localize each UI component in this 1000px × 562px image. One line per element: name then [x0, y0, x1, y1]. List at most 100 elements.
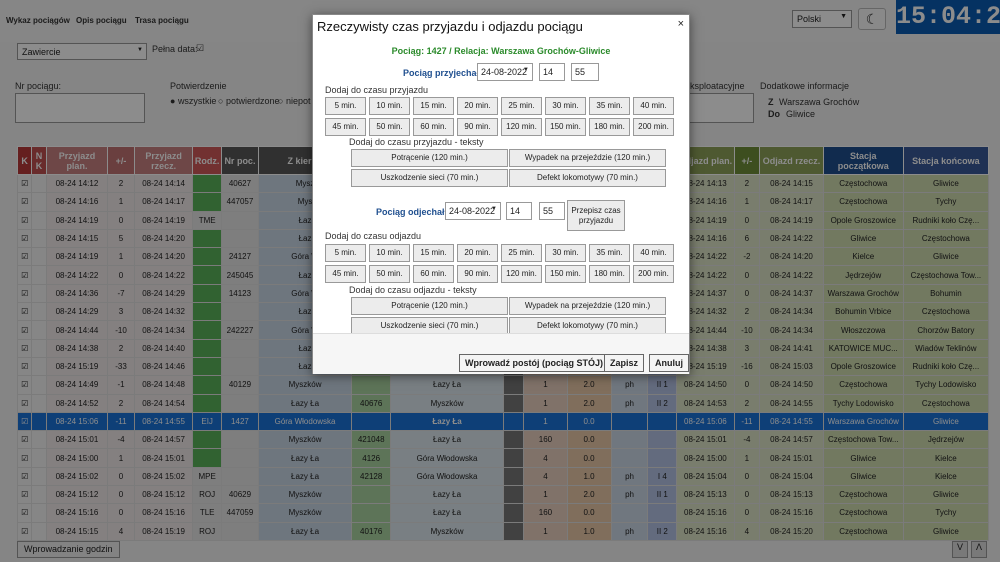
arrival-add-minutes-button[interactable]: 45 min.	[325, 118, 366, 136]
arrival-add-minutes-button[interactable]: 90 min.	[457, 118, 498, 136]
table-row[interactable]: ☑ 08-24 14:49 -1 08-24 14:48 40129 Myszków Łaz…	[16, 375, 990, 395]
arrival-add-minutes-button[interactable]: 120 min.	[501, 118, 542, 136]
confirm-unconfirmed-radio[interactable]: ○ niepot	[278, 96, 311, 106]
arrival-text-reason-button[interactable]: Defekt lokomotywy (70 min.)	[509, 169, 666, 187]
arrival-add-minutes-button[interactable]: 25 min.	[501, 97, 542, 115]
arrival-text-reason-button[interactable]: Wypadek na przejeździe (120 min.)	[509, 149, 666, 167]
departure-add-minutes-button[interactable]: 15 min.	[413, 244, 454, 262]
arrival-add-minutes-button[interactable]: 40 min.	[633, 97, 674, 115]
arrival-add-minutes-button[interactable]: 200 min.	[633, 118, 674, 136]
add-arrival-label: Dodaj do czasu przyjazdu	[325, 85, 429, 95]
full-date-label: Pełna data:	[152, 44, 198, 54]
departure-add-minutes-button[interactable]: 50 min.	[369, 265, 410, 283]
arrival-label: Pociąg przyjechał:	[403, 68, 483, 78]
departure-add-minutes-button[interactable]: 45 min.	[325, 265, 366, 283]
table-row[interactable]: ☑ 08-24 15:01 -4 08-24 14:57 Myszków 421048 Ła…	[16, 430, 990, 450]
column-header[interactable]: K	[16, 146, 33, 175]
arrival-add-minutes-button[interactable]: 35 min.	[589, 97, 630, 115]
enter-hours-button[interactable]: Wprowadzanie godzin	[17, 541, 120, 558]
table-cell[interactable]: ☑	[16, 173, 33, 194]
enter-stop-button[interactable]: Wprowadź postój (pociąg STÓJ)	[459, 354, 609, 372]
column-header[interactable]: Przyjazd rzecz.	[133, 146, 194, 175]
arrival-add-minutes-button[interactable]: 30 min.	[545, 97, 586, 115]
table-cell: Łazy Ła	[390, 485, 504, 505]
departure-add-minutes-button[interactable]: 25 min.	[501, 244, 542, 262]
departure-add-minutes-button[interactable]: 150 min.	[545, 265, 586, 283]
arrival-add-minutes-button[interactable]: 180 min.	[589, 118, 630, 136]
column-header[interactable]: Odjazd rzecz.	[759, 146, 824, 175]
table-cell[interactable]: ☑	[16, 302, 33, 322]
table-cell: 1	[733, 448, 761, 468]
language-select[interactable]: Polski ▼	[792, 10, 852, 28]
arrival-add-minutes-button[interactable]: 5 min.	[325, 97, 366, 115]
exploitation-input[interactable]	[688, 93, 754, 123]
departure-add-minutes-button[interactable]: 180 min.	[589, 265, 630, 283]
arrival-add-minutes-button[interactable]: 15 min.	[413, 97, 454, 115]
column-header[interactable]: Przyjazd plan.	[45, 146, 109, 175]
departure-add-minutes-button[interactable]: 10 min.	[369, 244, 410, 262]
arrival-hour-input[interactable]: 14	[539, 63, 565, 81]
departure-text-reason-button[interactable]: Uszkodzenie sieci (70 min.)	[351, 317, 508, 333]
arrival-add-minutes-button[interactable]: 10 min.	[369, 97, 410, 115]
departure-add-minutes-button[interactable]: 20 min.	[457, 244, 498, 262]
departure-add-minutes-button[interactable]: 5 min.	[325, 244, 366, 262]
save-button[interactable]: Zapisz	[604, 354, 645, 372]
nav-train-description[interactable]: Opis pociągu	[76, 16, 127, 25]
departure-add-minutes-button[interactable]: 30 min.	[545, 244, 586, 262]
arrival-text-reason-button[interactable]: Uszkodzenie sieci (70 min.)	[351, 169, 508, 187]
table-cell[interactable]: ☑	[16, 375, 33, 395]
arrival-date-select[interactable]: 24-08-2022 ▼	[477, 63, 533, 81]
departure-add-minutes-button[interactable]: 35 min.	[589, 244, 630, 262]
nav-train-list[interactable]: Wykaz pociągów	[6, 16, 70, 25]
column-header[interactable]: Stacja końcowa	[902, 146, 990, 175]
table-cell: 08-24 15:03	[759, 356, 824, 377]
departure-add-minutes-button[interactable]: 40 min.	[633, 244, 674, 262]
table-cell[interactable]: ☑	[16, 430, 33, 450]
confirm-confirmed-radio[interactable]: ○ potwierdzone	[218, 96, 280, 106]
table-cell[interactable]: ☑	[16, 503, 33, 523]
departure-text-reason-button[interactable]: Defekt lokomotywy (70 min.)	[509, 317, 666, 333]
departure-hour-input[interactable]: 14	[506, 202, 532, 220]
table-row[interactable]: ☑ 08-24 15:12 0 08-24 15:12 ROJ 40629 Myszków Ł…	[16, 485, 990, 505]
departure-add-minutes-button[interactable]: 60 min.	[413, 265, 454, 283]
dark-mode-moon-icon[interactable]: ☾	[858, 8, 886, 30]
arrival-add-minutes-button[interactable]: 20 min.	[457, 97, 498, 115]
departure-date-select[interactable]: 24-08-2022 ▼	[445, 202, 501, 220]
table-cell[interactable]: ☑	[16, 320, 33, 340]
arrival-minute-input[interactable]: 55	[571, 63, 599, 81]
scroll-up-button[interactable]: Λ	[971, 541, 987, 558]
arrival-add-minutes-button[interactable]: 150 min.	[545, 118, 586, 136]
scroll-down-button[interactable]: V	[952, 541, 968, 558]
table-cell	[610, 430, 649, 450]
departure-text-reason-button[interactable]: Wypadek na przejeździe (120 min.)	[509, 297, 666, 315]
departure-add-minutes-button[interactable]: 120 min.	[501, 265, 542, 283]
train-number-input[interactable]	[15, 93, 145, 123]
column-header[interactable]: Rodz.	[192, 146, 222, 175]
table-cell: TLE	[192, 503, 222, 523]
table-row[interactable]: ☑ 08-24 15:15 4 08-24 15:19 ROJ Łazy Ła 40176 M…	[16, 521, 990, 541]
confirm-all-radio[interactable]: ● wszystkie	[170, 96, 217, 106]
copy-arrival-time-button[interactable]: Przepisz czas przyjazdu	[567, 200, 625, 231]
table-cell: 0	[733, 466, 761, 487]
cancel-button[interactable]: Anuluj	[649, 354, 689, 372]
table-row[interactable]: ☑ 08-24 15:06 -11 08-24 14:55 EIJ 1427 Góra Wł…	[16, 411, 990, 432]
column-header[interactable]: Nr poc.	[221, 146, 259, 175]
nav-train-route[interactable]: Trasa pociągu	[135, 16, 189, 25]
departure-text-reason-button[interactable]: Potrącenie (120 min.)	[351, 297, 508, 315]
table-cell[interactable]: ☑	[16, 338, 33, 358]
arrival-add-minutes-button[interactable]: 50 min.	[369, 118, 410, 136]
departure-add-minutes-button[interactable]: 90 min.	[457, 265, 498, 283]
station-select[interactable]: Zawiercie ▼	[17, 43, 147, 60]
arrival-text-reason-button[interactable]: Potrącenie (120 min.)	[351, 149, 508, 167]
close-icon[interactable]: ×	[677, 18, 684, 30]
table-cell: 08-24 14:38	[45, 338, 109, 358]
arrival-add-minutes-button[interactable]: 60 min.	[413, 118, 454, 136]
column-header[interactable]: N K	[31, 146, 47, 175]
table-row[interactable]: ☑ 08-24 15:02 0 08-24 15:02 MPE Łazy Ła 42128 G…	[16, 466, 990, 487]
departure-add-minutes-button[interactable]: 200 min.	[633, 265, 674, 283]
departure-minute-input[interactable]: 55	[539, 202, 565, 220]
column-header[interactable]: +/-	[107, 146, 135, 175]
table-cell[interactable]: ☑	[16, 265, 33, 285]
table-row[interactable]: ☑ 08-24 14:52 2 08-24 14:54 Łazy Ła 40676 Mysz…	[16, 393, 990, 413]
full-date-checkbox[interactable]: ☑	[196, 43, 205, 53]
